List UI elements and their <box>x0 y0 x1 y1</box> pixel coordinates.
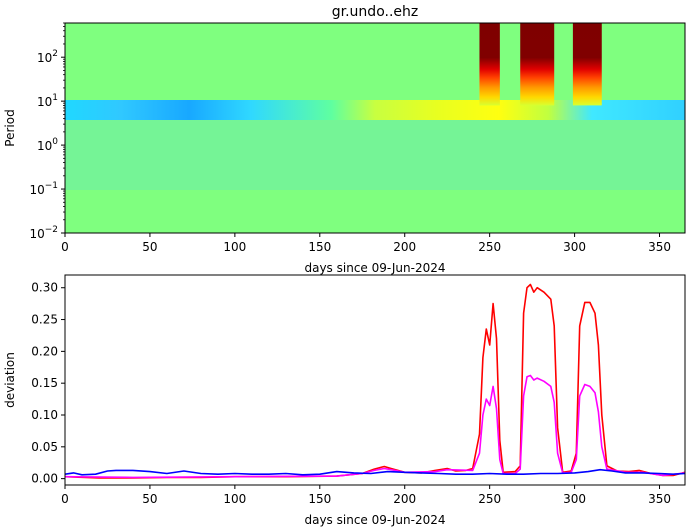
line-y-ticks: 0.00 0.05 0.10 0.15 0.20 0.25 0.30 <box>31 281 65 486</box>
heatmap-x-ticks: 0 50 100 150 200 250 300 350 <box>61 233 671 254</box>
series-line-2 <box>65 468 685 476</box>
line-y-tick-label: 0.20 <box>31 344 58 358</box>
heatmap-x-tick-label: 100 <box>223 240 246 254</box>
heatmap-low-period-band <box>65 115 685 190</box>
chart-title: gr.undo..ehz <box>332 4 419 20</box>
heatmap-panel <box>65 23 685 233</box>
heatmap-x-tick-label: 150 <box>308 240 331 254</box>
series-line-0 <box>65 283 685 479</box>
line-y-tick-label: 0.00 <box>31 472 58 486</box>
line-x-tick-label: 350 <box>648 492 671 506</box>
heatmap-high-bands <box>479 23 602 106</box>
line-panel-background <box>65 275 685 485</box>
heatmap-x-tick-label: 250 <box>478 240 501 254</box>
line-frame <box>64 274 686 486</box>
heatmap-x-tick-label: 350 <box>648 240 671 254</box>
line-x-ticks: 0 50 100 150 200 250 300 350 <box>61 485 671 506</box>
heatmap-y-tick-label: 10−2 <box>29 225 58 241</box>
line-x-label: days since 09-Jun-2024 <box>304 513 445 527</box>
heatmap-x-tick-label: 200 <box>393 240 416 254</box>
high-band-2 <box>572 23 602 106</box>
line-y-tick-label: 0.30 <box>31 281 58 295</box>
high-band-1 <box>520 23 555 106</box>
line-x-tick-label: 200 <box>393 492 416 506</box>
line-x-tick-label: 250 <box>478 492 501 506</box>
heatmap-y-tick-label: 101 <box>37 93 58 109</box>
heatmap-x-label: days since 09-Jun-2024 <box>304 261 445 275</box>
line-y-tick-label: 0.15 <box>31 376 58 390</box>
heatmap-y-tick-label: 102 <box>37 49 58 65</box>
line-y-tick-label: 0.05 <box>31 440 58 454</box>
line-x-tick-label: 300 <box>563 492 586 506</box>
line-x-tick-label: 50 <box>142 492 157 506</box>
line-x-tick-label: 100 <box>223 492 246 506</box>
heatmap-x-tick-label: 0 <box>61 240 69 254</box>
line-y-tick-label: 0.10 <box>31 408 58 422</box>
line-y-tick-label: 0.25 <box>31 313 58 327</box>
line-panel <box>65 275 685 485</box>
heatmap-frame <box>64 22 686 234</box>
heatmap-y-tick-label: 10−1 <box>29 181 58 197</box>
line-x-tick-label: 0 <box>61 492 69 506</box>
series-lines <box>65 283 685 479</box>
heatmap-y-ticks: 10−2 10−1 100 101 102 <box>29 22 65 241</box>
high-band-0 <box>479 23 500 106</box>
line-x-tick-label: 150 <box>308 492 331 506</box>
heatmap-y-tick-label: 100 <box>37 137 58 153</box>
heatmap-x-tick-label: 300 <box>563 240 586 254</box>
line-y-label: deviation <box>3 352 17 408</box>
heatmap-y-label: Period <box>3 109 17 146</box>
heatmap-x-tick-label: 50 <box>142 240 157 254</box>
series-line-1 <box>65 374 685 479</box>
